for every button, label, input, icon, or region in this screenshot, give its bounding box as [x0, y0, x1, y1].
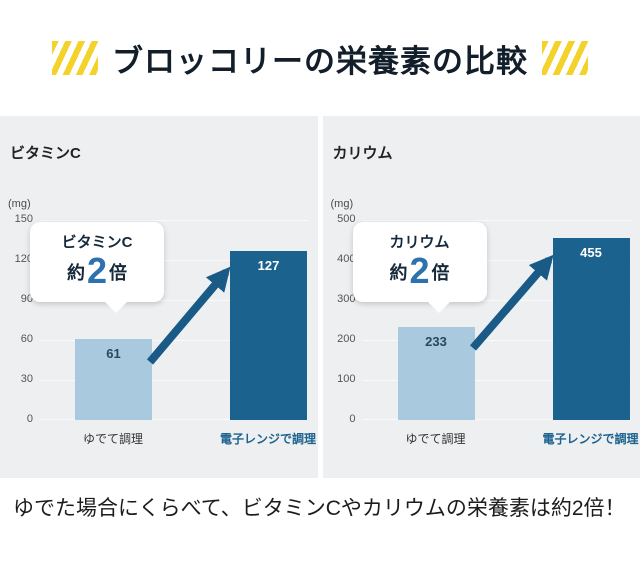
y-tick-label: 90 [20, 293, 33, 305]
y-tick-label: 0 [349, 413, 356, 425]
y-tick-label: 120 [14, 253, 33, 265]
y-tick-label: 400 [337, 253, 356, 265]
callout-bubble: カリウム 約2 倍 [352, 222, 487, 313]
callout-bubble: ビタミンC 約2 倍 [30, 222, 164, 313]
gridline [40, 380, 308, 381]
chart-title: ビタミンC [10, 145, 81, 162]
caption-text: ゆでた場合にくらべて、ビタミンCやカリウムの栄養素は約2倍！ [13, 497, 626, 520]
axis-unit-label: (mg) [8, 198, 31, 210]
y-tick-label: 200 [337, 333, 356, 345]
y-tick-label: 300 [337, 293, 356, 305]
y-tick-label: 0 [26, 413, 33, 425]
callout-number: 2 [86, 250, 108, 291]
callout-times: 倍 [431, 263, 450, 283]
callout-multiplier: 約2 倍 [353, 250, 487, 292]
gridline [40, 260, 308, 261]
chart-panel-vitamin-c: ビタミンC (mg) 150 120 90 60 30 0 61 127 [0, 116, 318, 478]
y-tick-label: 60 [20, 333, 33, 345]
x-category-label-boiled: ゆでて調理 [405, 432, 466, 446]
gridline [362, 220, 631, 221]
x-category-label-microwave: 電子レンジで調理 [219, 432, 316, 446]
bar-microwave: 455 [552, 238, 630, 420]
bar-value-label: 61 [106, 346, 121, 361]
gridline [40, 220, 308, 221]
bar-value-label: 233 [425, 334, 447, 349]
stripe-decoration-left-icon [52, 41, 98, 75]
bar-microwave: 127 [230, 251, 307, 420]
y-tick-label: 500 [337, 213, 356, 225]
chart-panel-potassium: カリウム (mg) 500 400 300 200 100 0 233 455 [322, 116, 640, 478]
stripe-decoration-right-icon [542, 41, 588, 75]
y-tick-label: 150 [14, 213, 33, 225]
callout-multiplier: 約2 倍 [30, 250, 164, 292]
page-title: ブロッコリーの栄養素の比較 [112, 43, 528, 79]
callout-nutrient-label: ビタミンC [61, 234, 133, 251]
x-category-label-boiled: ゆでて調理 [82, 432, 143, 446]
gridline [362, 380, 631, 381]
axis-unit-label: (mg) [330, 198, 354, 210]
gridline [40, 419, 308, 420]
chart-title: カリウム [332, 145, 393, 162]
bar-value-label: 127 [257, 258, 280, 273]
x-category-label-microwave: 電子レンジで調理 [542, 432, 639, 446]
y-tick-label: 30 [20, 373, 33, 385]
plot-area: 61 127 [40, 220, 308, 420]
charts-section: ビタミンC (mg) 150 120 90 60 30 0 61 127 [0, 116, 640, 478]
callout-times: 倍 [109, 263, 128, 283]
header: ブロッコリーの栄養素の比較 [0, 0, 640, 116]
gridline [362, 419, 631, 420]
callout-approx: 約 [389, 263, 408, 283]
callout-nutrient-label: カリウム [389, 234, 450, 251]
y-tick-label: 100 [337, 373, 356, 385]
bar-boiled: 61 [75, 339, 152, 420]
callout-approx: 約 [66, 263, 85, 283]
callout-number: 2 [409, 250, 430, 291]
bar-boiled: 233 [397, 327, 475, 420]
bar-value-label: 455 [580, 245, 602, 260]
